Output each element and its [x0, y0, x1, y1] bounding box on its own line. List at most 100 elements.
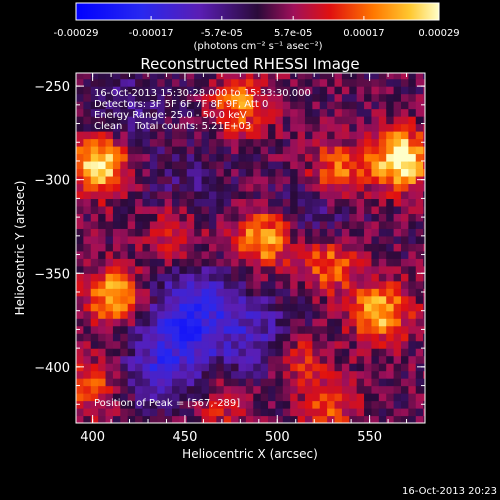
heatmap-cell [208, 183, 217, 192]
heatmap-cell [386, 183, 395, 192]
heatmap-cell [312, 400, 321, 409]
heatmap-cell [201, 168, 210, 177]
heatmap-cell [297, 258, 306, 267]
heatmap-cell [268, 400, 277, 409]
heatmap-cell [415, 213, 424, 222]
heatmap-cell [408, 198, 417, 207]
heatmap-cell [312, 93, 321, 102]
heatmap-cell [194, 175, 203, 185]
heatmap-cell [349, 333, 358, 342]
heatmap-cell [364, 310, 373, 319]
heatmap-cell [76, 295, 84, 304]
heatmap-cell [201, 340, 210, 349]
heatmap-cell [400, 408, 409, 417]
heatmap-cell [98, 213, 107, 222]
heatmap-cell [98, 235, 107, 244]
heatmap-cell [231, 258, 240, 267]
heatmap-cell [238, 348, 247, 357]
heatmap-cell [238, 415, 247, 423]
heatmap-cell [157, 370, 166, 379]
heatmap-cell [83, 235, 92, 244]
heatmap-cell [186, 325, 195, 334]
heatmap-cell [408, 101, 417, 110]
heatmap-cell [275, 363, 284, 372]
heatmap-cell [268, 243, 277, 252]
heatmap-cell [393, 116, 402, 125]
heatmap-cell [356, 280, 365, 289]
heatmap-cell [135, 288, 144, 297]
heatmap-cell [216, 93, 225, 102]
heatmap-cell [327, 235, 336, 244]
heatmap-cell [290, 280, 299, 289]
heatmap-cell [216, 213, 225, 222]
heatmap-cell [393, 325, 402, 334]
heatmap-cell [386, 175, 395, 185]
heatmap-cell [194, 153, 203, 162]
heatmap-cell [238, 340, 247, 349]
heatmap-cell [260, 228, 269, 237]
heatmap-cell [135, 73, 144, 80]
heatmap-cell [216, 325, 225, 334]
heatmap-cell [83, 73, 92, 80]
heatmap-cell [349, 93, 358, 102]
heatmap-cell [245, 280, 254, 289]
heatmap-cell [105, 190, 114, 199]
heatmap-cell [216, 250, 225, 259]
heatmap-cell [135, 310, 144, 319]
heatmap-cell [231, 370, 240, 379]
heatmap-cell [327, 393, 336, 402]
heatmap-cell [98, 355, 107, 364]
heatmap-cell [275, 258, 284, 267]
heatmap-cell [312, 78, 321, 87]
heatmap-cell [120, 385, 129, 394]
heatmap-cell [135, 318, 144, 327]
heatmap-cell [275, 295, 284, 304]
heatmap-cell [386, 378, 395, 387]
heatmap-cell [356, 325, 365, 334]
heatmap-cell [341, 363, 350, 372]
heatmap-cell [319, 295, 328, 304]
heatmap-cell [127, 205, 136, 214]
heatmap-cell [319, 393, 328, 402]
heatmap-cell [172, 295, 181, 304]
colorbar-tick-label: 0.00029 [418, 28, 459, 39]
heatmap-cell [408, 363, 417, 372]
heatmap-cell [76, 318, 84, 327]
heatmap-cell [105, 273, 114, 282]
heatmap-cell [245, 116, 254, 125]
heatmap-cell [186, 131, 195, 140]
heatmap-cell [260, 355, 269, 364]
heatmap-cell [231, 378, 240, 387]
heatmap-cell [179, 93, 188, 102]
heatmap-cell [423, 310, 425, 319]
heatmap-cell [415, 123, 424, 132]
heatmap-cell [179, 160, 188, 170]
heatmap-cell [260, 198, 269, 207]
heatmap-cell [135, 138, 144, 147]
heatmap-cell [83, 288, 92, 297]
y-tick-label: −400 [34, 361, 70, 376]
heatmap-cell [319, 340, 328, 349]
heatmap-cell [319, 318, 328, 327]
heatmap-cell [105, 198, 114, 207]
heatmap-cell [364, 138, 373, 147]
heatmap-cell [186, 393, 195, 402]
heatmap-cell [90, 205, 99, 214]
heatmap-cell [319, 93, 328, 102]
heatmap-cell [253, 295, 262, 304]
heatmap-cell [201, 393, 210, 402]
heatmap-cell [371, 333, 380, 342]
heatmap-cell [253, 273, 262, 282]
heatmap-cell [334, 153, 343, 162]
heatmap-cell [157, 325, 166, 334]
heatmap-cell [290, 370, 299, 379]
heatmap-cell [364, 325, 373, 334]
heatmap-cell [172, 160, 181, 170]
heatmap-cell [245, 160, 254, 170]
heatmap-cell [268, 265, 277, 274]
heatmap-cell [393, 153, 402, 162]
heatmap-cell [275, 228, 284, 237]
heatmap-cell [112, 385, 121, 394]
heatmap-cell [149, 370, 158, 379]
heatmap-cell [208, 116, 217, 125]
